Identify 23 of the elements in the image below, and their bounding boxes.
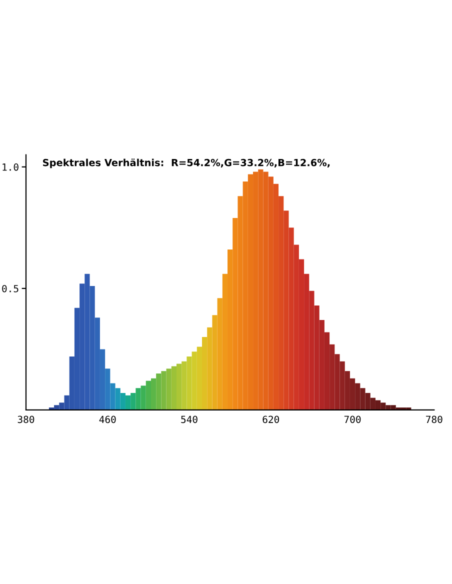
bar [150,378,156,410]
bar [146,380,151,410]
bar [140,386,146,410]
bar [120,392,126,410]
y-tick-label: 0.5 [2,284,18,292]
bar [136,388,141,410]
x-tick-label: 460 [99,416,116,424]
bar [176,364,182,410]
chart-title: Spektrales Verhältnis: R=54.2%,G=33.2%,B=12.6%, [43,158,330,168]
bar [130,392,136,410]
x-tick-label: 380 [18,416,34,424]
bar [110,383,116,410]
bar [171,366,176,410]
x-tick-label: 700 [344,416,361,424]
bar [156,374,162,410]
x-tick-label: 540 [181,416,198,424]
bar [166,368,172,410]
y-tick-label: 1.0 [2,163,18,171]
bar [161,371,166,410]
x-tick-label: 620 [262,416,280,424]
x-tick-label: 780 [426,416,442,424]
bar [125,395,131,410]
bar [115,388,120,410]
